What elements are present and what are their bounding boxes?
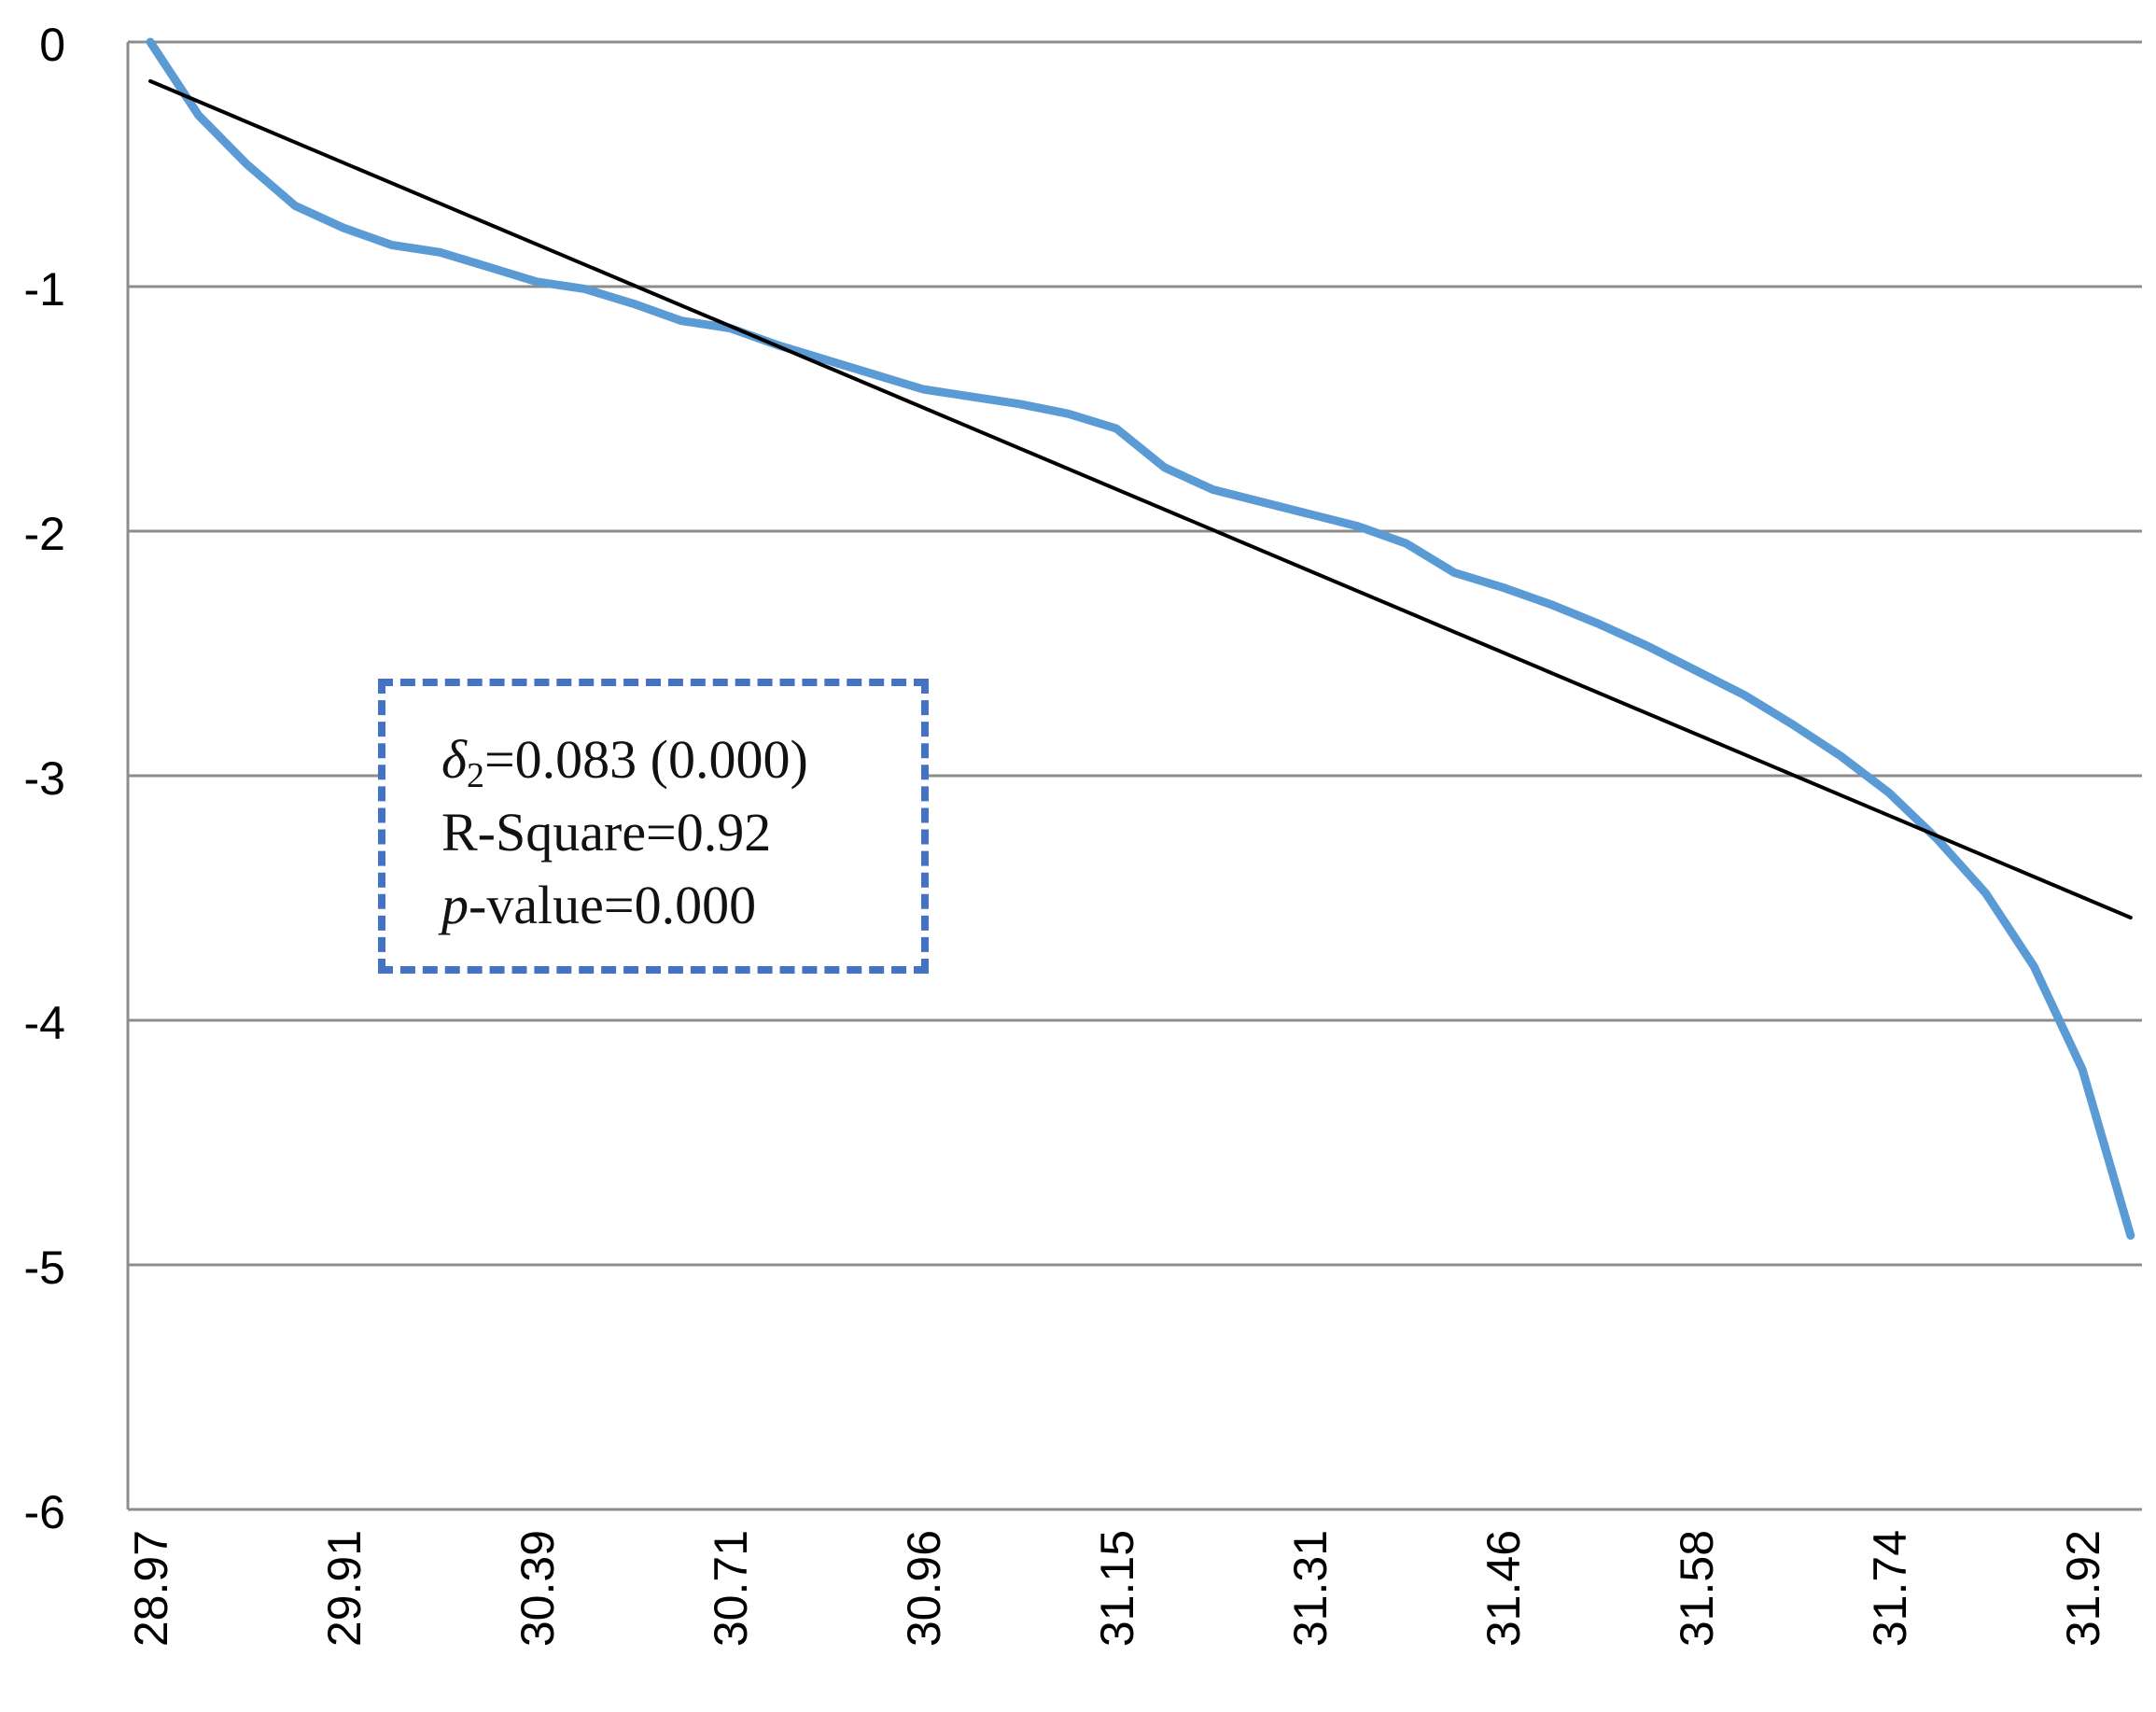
delta-value: =0.083 (0.000) bbox=[483, 729, 808, 790]
x-tick-label: 31.46 bbox=[1477, 1530, 1530, 1647]
x-tick-label: 31.58 bbox=[1671, 1530, 1723, 1647]
delta-subscript: 2 bbox=[466, 756, 484, 795]
r-square-line: R-Square=0.92 bbox=[441, 802, 772, 863]
x-tick-label: 30.39 bbox=[511, 1530, 564, 1647]
y-tick-label: -1 bbox=[24, 263, 65, 316]
p-symbol: p bbox=[441, 875, 469, 935]
p-value-line: p-value=0.000 bbox=[441, 869, 921, 942]
delta-line: δ2=0.083 (0.000) bbox=[441, 723, 921, 796]
y-tick-label: -5 bbox=[24, 1242, 65, 1294]
y-tick-label: -2 bbox=[24, 508, 65, 560]
x-tick-label: 31.31 bbox=[1284, 1530, 1337, 1647]
delta-symbol: δ bbox=[441, 729, 467, 790]
trend-line bbox=[148, 78, 2133, 919]
regression-stats-box: δ2=0.083 (0.000) R-Square=0.92 p-value=0… bbox=[378, 679, 929, 974]
y-tick-label: -6 bbox=[24, 1486, 65, 1538]
y-tick-label: 0 bbox=[39, 19, 65, 71]
x-tick-label: 31.74 bbox=[1864, 1530, 1916, 1647]
p-value: -value=0.000 bbox=[469, 875, 757, 935]
data-series-line bbox=[146, 37, 2135, 1241]
y-tick-label: -3 bbox=[24, 752, 65, 805]
x-tick-label: 31.15 bbox=[1091, 1530, 1143, 1647]
x-tick-label: 30.71 bbox=[705, 1530, 757, 1647]
y-tick-label: -4 bbox=[24, 997, 65, 1049]
x-tick-label: 31.92 bbox=[2057, 1530, 2109, 1647]
x-tick-label: 30.96 bbox=[898, 1530, 950, 1647]
x-tick-label: 29.91 bbox=[318, 1530, 371, 1647]
x-tick-label: 28.97 bbox=[125, 1530, 177, 1647]
